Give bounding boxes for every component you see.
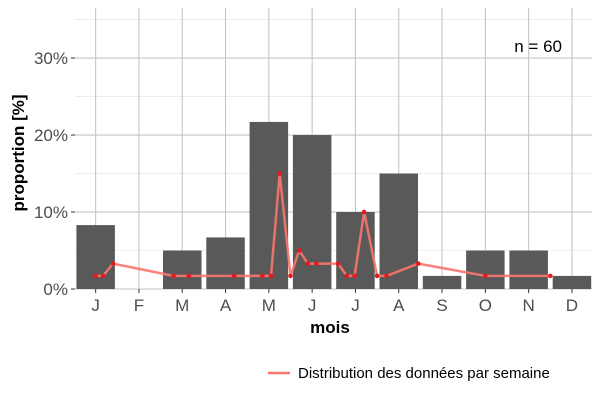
x-tick-label: M xyxy=(175,296,189,315)
x-tick-label: A xyxy=(393,296,405,315)
weekly-point-15 xyxy=(344,273,350,279)
bar-12 xyxy=(552,275,592,289)
weekly-distribution-line xyxy=(93,171,553,279)
y-tick-label: 30% xyxy=(34,49,68,68)
weekly-point-8 xyxy=(268,273,274,279)
x-tick-label: J xyxy=(351,296,360,315)
weekly-point-12 xyxy=(305,261,311,266)
x-tick-label: J xyxy=(91,296,100,315)
y-axis-title: proportion [%] xyxy=(9,94,28,211)
y-tick-label: 0% xyxy=(43,280,68,299)
x-tick-label: N xyxy=(523,296,535,315)
weekly-point-19 xyxy=(384,273,389,279)
x-tick-label: F xyxy=(134,296,144,315)
bar-10 xyxy=(466,250,505,289)
weekly-point-14 xyxy=(335,261,341,266)
y-tick-label: 10% xyxy=(34,203,68,222)
weekly-point-1 xyxy=(93,273,98,279)
weekly-point-18 xyxy=(374,273,380,279)
bar-11 xyxy=(509,250,548,289)
x-tick-label: A xyxy=(220,296,232,315)
bar-3 xyxy=(163,250,202,289)
bar-8 xyxy=(379,173,418,289)
weekly-line-path xyxy=(95,172,551,278)
weekly-point-16 xyxy=(352,273,357,279)
bar-1 xyxy=(76,225,115,289)
x-tick-label: O xyxy=(479,296,492,315)
bar-4 xyxy=(206,237,245,289)
sample-size-annotation: n = 60 xyxy=(514,37,562,56)
weekly-point-9 xyxy=(277,171,282,176)
weekly-point-2 xyxy=(100,273,106,279)
bar-6 xyxy=(292,135,332,289)
weekly-point-20 xyxy=(415,261,421,266)
weekly-point-22 xyxy=(548,273,553,279)
legend: Distribution des données par semaine xyxy=(268,365,550,382)
y-tick-label: 20% xyxy=(34,126,68,145)
x-tick-label: M xyxy=(262,296,276,315)
weekly-point-21 xyxy=(483,273,488,279)
weekly-point-5 xyxy=(186,273,192,279)
weekly-point-4 xyxy=(171,273,176,279)
x-tick-label: D xyxy=(566,296,578,315)
weekly-point-10 xyxy=(288,273,293,279)
weekly-point-3 xyxy=(110,261,116,266)
bars xyxy=(76,121,592,289)
bar-9 xyxy=(422,275,462,289)
bar-5 xyxy=(249,121,289,289)
legend-label: Distribution des données par semaine xyxy=(298,365,550,382)
weekly-point-6 xyxy=(231,273,237,279)
weekly-point-7 xyxy=(260,273,265,279)
x-tick-label: J xyxy=(308,296,317,315)
x-axis-title: mois xyxy=(310,318,350,337)
axes: 0% 10% 20% 30% J F M A M J J A S O N D xyxy=(34,49,578,315)
x-tick-label: S xyxy=(436,296,447,315)
weekly-point-17 xyxy=(361,209,367,215)
weekly-point-11 xyxy=(296,248,302,253)
weekly-point-13 xyxy=(314,261,319,266)
